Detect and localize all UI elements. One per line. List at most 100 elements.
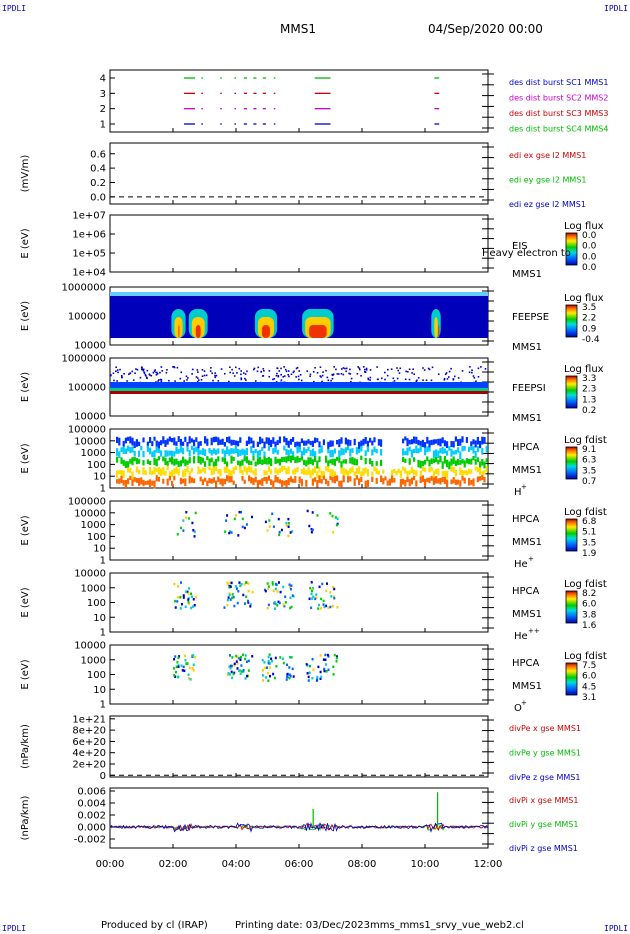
- spectrogram-pixel: [143, 371, 145, 374]
- spectrogram-pixel: [267, 437, 270, 446]
- spectrogram-pixel: [349, 448, 352, 457]
- spectrogram-pixel: [311, 478, 314, 486]
- spectrogram-pixel: [358, 478, 361, 486]
- spectrogram-pixel: [285, 678, 288, 681]
- species-charge: +: [521, 699, 527, 707]
- spectrogram-pixel: [261, 446, 264, 452]
- spectrogram-pixel: [182, 529, 185, 532]
- spectrogram-pixel: [293, 370, 295, 373]
- spectrogram-pixel: [296, 455, 299, 463]
- spectrogram-pixel: [325, 478, 328, 485]
- spectrogram-pixel: [193, 455, 196, 464]
- time-axis-label: 10:00: [411, 859, 440, 870]
- spectrogram-pixel: [177, 448, 180, 454]
- spectrogram-pixel: [186, 447, 189, 452]
- spectrogram-pixel: [357, 366, 359, 368]
- spectrogram-pixel: [421, 460, 424, 467]
- spectrogram-pixel: [382, 469, 385, 474]
- spectrogram-pixel: [232, 456, 235, 461]
- spectrogram-pixel: [221, 438, 224, 445]
- spectrogram-pixel: [217, 456, 220, 462]
- spectrogram-pixel: [404, 479, 407, 487]
- spectrogram-pixel: [333, 653, 336, 657]
- colorbar: [565, 590, 578, 624]
- spectrogram-pixel: [174, 670, 177, 674]
- y-tick-label: 2e+20: [72, 760, 106, 771]
- spectrogram-pixel: [360, 446, 363, 452]
- spectrogram-pixel: [280, 379, 283, 381]
- spectrogram-pixel: [333, 476, 336, 484]
- spectrogram-pixel: [338, 480, 341, 487]
- colorbar-tick-label: 3.5: [582, 538, 596, 548]
- spectrogram-pixel: [437, 373, 440, 376]
- colorbar-title: Log fdist: [564, 507, 607, 518]
- spectrogram-pixel: [417, 377, 420, 379]
- spectrogram-pixel: [470, 479, 473, 485]
- spectrogram-pixel: [155, 373, 158, 376]
- spectrogram-pixel: [184, 478, 187, 487]
- spectrogram-pixel: [268, 519, 271, 522]
- spectrogram-pixel: [215, 466, 218, 472]
- spectrogram-pixel: [325, 604, 328, 608]
- spectrogram-pixel: [146, 369, 149, 372]
- spectrogram-pixel: [318, 441, 321, 448]
- spectrogram-pixel: [360, 440, 363, 448]
- spectrogram-pixel: [421, 475, 424, 483]
- species-charge: +: [528, 555, 534, 563]
- spectrogram-pixel: [452, 477, 455, 484]
- spectrogram-pixel: [444, 373, 447, 376]
- spectrogram-pixel: [142, 437, 145, 443]
- spectrogram-enhancement: [438, 325, 440, 338]
- y-axis-label: (nPa/km): [20, 724, 31, 769]
- spectrogram-pixel: [406, 447, 409, 456]
- panel-frame-divpe: [109, 715, 489, 778]
- spectrogram-pixel: [485, 458, 488, 463]
- spectrogram-pixel: [168, 436, 171, 442]
- spectrogram-pixel: [201, 375, 204, 377]
- colorbar-tick-label: 4.5: [582, 682, 596, 692]
- spectrogram-pixel: [430, 379, 433, 382]
- instrument-label: EIS: [512, 241, 528, 252]
- spectrogram-pixel: [446, 378, 449, 380]
- spectrogram-pixel: [127, 436, 130, 441]
- spectrogram-pixel: [173, 667, 176, 670]
- spectrogram-pixel: [124, 480, 127, 488]
- spectrogram-pixel: [246, 370, 248, 373]
- spectrogram-pixel: [351, 448, 354, 453]
- spectrogram-pixel: [369, 379, 371, 381]
- spectrogram-pixel: [141, 367, 143, 369]
- legend-entry: divPe y gse MMS1: [509, 749, 581, 758]
- spectrogram-pixel: [415, 470, 418, 477]
- spectrogram-pixel: [461, 470, 464, 477]
- spectrogram-pixel: [188, 475, 191, 484]
- spectrogram-pixel: [333, 587, 336, 591]
- time-axis-label: 12:00: [474, 859, 503, 870]
- spectrogram-pixel: [391, 475, 394, 483]
- species-charge: ++: [528, 627, 540, 635]
- spectrogram-pixel: [275, 381, 278, 383]
- spectrogram-pixel: [197, 466, 200, 475]
- spectrogram-pixel: [182, 447, 185, 455]
- spectrogram-pixel: [424, 442, 427, 448]
- spectrogram-pixel: [435, 476, 438, 484]
- spectrogram-pixel: [317, 603, 320, 607]
- spectrogram-pixel: [279, 590, 282, 594]
- spectrogram-pixel: [298, 441, 301, 450]
- spectrogram-pixel: [230, 470, 233, 477]
- spectrogram-pixel: [162, 478, 165, 484]
- spectrogram-pixel: [151, 451, 154, 458]
- spectrogram-pixel: [413, 373, 415, 376]
- spectrogram-pixel: [153, 450, 156, 458]
- spectrogram-pixel: [160, 366, 163, 368]
- spectrogram-pixel: [206, 480, 209, 487]
- spectrogram-pixel: [274, 587, 277, 591]
- spectrogram-pixel: [300, 379, 303, 382]
- spectrogram-pixel: [186, 460, 189, 465]
- spectrogram-pixel: [285, 438, 288, 446]
- spectrogram-pixel: [336, 655, 339, 658]
- spectrogram-pixel: [227, 672, 230, 675]
- spectrogram-pixel: [149, 479, 152, 487]
- spectrogram-pixel: [219, 469, 222, 477]
- spectrogram-pixel: [316, 371, 319, 374]
- spectrogram-pixel: [306, 672, 309, 675]
